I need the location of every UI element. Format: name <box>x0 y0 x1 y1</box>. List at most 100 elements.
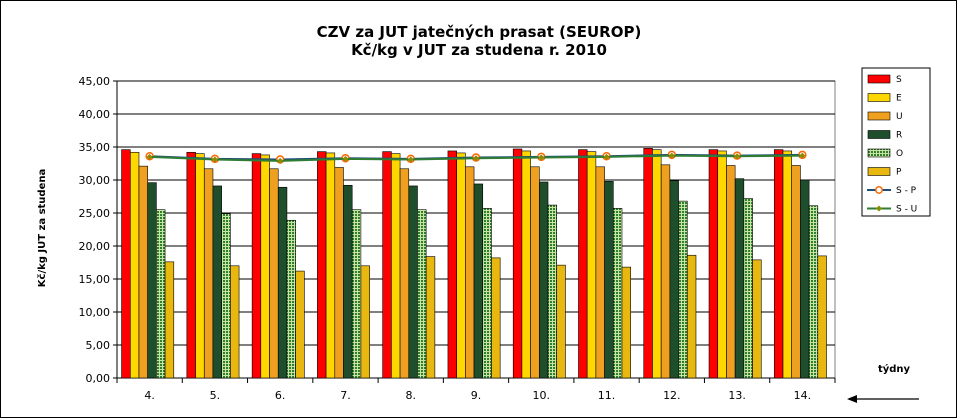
bar-r <box>277 186 288 379</box>
bar-e <box>521 150 531 379</box>
bar-e <box>586 151 597 379</box>
y-tick-label: 25,00 <box>79 207 111 220</box>
x-axis-label: týdny <box>878 363 911 375</box>
bar-e <box>717 150 727 379</box>
plot-area: 0,00 5,00 10,00 15,00 20,00 25,00 30,00 35,00 40… <box>79 75 836 402</box>
bar-p <box>556 264 566 379</box>
bar-u <box>595 166 605 379</box>
bar-s <box>447 150 457 379</box>
point-marker <box>799 152 806 159</box>
bar-u <box>660 164 671 379</box>
bar-r <box>604 181 614 379</box>
point-marker <box>407 156 414 163</box>
bar-s <box>317 151 327 379</box>
y-tick-label: 45,00 <box>79 75 111 88</box>
point-marker <box>211 156 218 163</box>
x-tick-label: 14. <box>794 389 812 402</box>
x-tick-label: 11. <box>598 389 616 402</box>
bar-p <box>164 261 175 379</box>
legend-swatch <box>867 167 891 176</box>
x-axis-arrow <box>847 395 919 403</box>
bar-o <box>286 219 296 379</box>
y-tick-label: 15,00 <box>79 273 111 286</box>
bar-s <box>512 148 523 379</box>
bar-s <box>186 151 196 379</box>
bar-s <box>251 153 262 379</box>
bar-e <box>391 153 401 379</box>
bar-r <box>343 184 353 379</box>
legend-swatch <box>867 111 891 121</box>
bar-e <box>652 149 662 379</box>
legend-label: P <box>896 168 902 178</box>
chart-subtitle: Kč/kg v JUT za studena r. 2010 <box>351 41 607 59</box>
bar-u <box>465 166 475 379</box>
bar-u <box>203 168 214 379</box>
x-tick-label: 9. <box>471 389 482 402</box>
bar-u <box>530 166 540 379</box>
point-marker <box>538 154 545 161</box>
bar-p <box>817 255 827 379</box>
bar-p <box>686 254 697 379</box>
legend-swatch <box>867 74 891 84</box>
bar-p <box>295 270 305 379</box>
bar-s <box>708 149 719 379</box>
bar-u <box>726 165 736 379</box>
bar-o <box>156 209 166 379</box>
bar-p <box>425 256 436 379</box>
x-tick-label: 8. <box>405 389 416 402</box>
y-tick-label: 5,00 <box>86 339 111 352</box>
bar-r <box>669 180 679 379</box>
bar-u <box>399 168 410 379</box>
legend-label: S <box>896 75 902 85</box>
bar-u <box>269 168 279 379</box>
x-tick-label: 10. <box>533 389 551 402</box>
bar-r <box>473 183 484 379</box>
y-tick-label: 30,00 <box>79 174 111 187</box>
y-tick-label: 0,00 <box>86 372 111 385</box>
y-tick-label: 40,00 <box>79 108 111 121</box>
legend: SEUROP S - P S - U <box>861 67 931 217</box>
bar-e <box>456 152 466 379</box>
bar-o <box>612 208 623 379</box>
point-marker <box>342 155 349 162</box>
legend-label: R <box>896 131 902 141</box>
legend-label: E <box>896 94 902 104</box>
x-tick-label: 12. <box>663 389 681 402</box>
legend-label: U <box>896 112 903 122</box>
bar-o <box>678 200 688 379</box>
bar-p <box>491 257 501 379</box>
bar-e <box>129 151 140 379</box>
y-tick-label: 35,00 <box>79 141 111 154</box>
bar-o <box>743 198 753 379</box>
bar-o <box>351 209 362 379</box>
bar-s <box>773 149 784 379</box>
chart-title: CZV za JUT jatečných prasat (SEUROP) <box>317 23 642 41</box>
bar-o <box>547 204 558 379</box>
x-tick-label: 4. <box>144 389 155 402</box>
legend-marker <box>876 205 882 212</box>
legend-label: S - P <box>896 186 917 196</box>
bar-p <box>230 265 240 379</box>
x-tick-label: 7. <box>340 389 351 402</box>
bar-p <box>621 266 631 379</box>
legend-box <box>861 67 931 217</box>
point-marker <box>146 153 153 160</box>
bar-p <box>752 259 762 379</box>
bar-r <box>147 182 157 379</box>
bar-s <box>382 151 392 379</box>
bar-o <box>221 213 231 379</box>
bar-u <box>791 165 801 379</box>
bar-u <box>138 165 148 379</box>
bar-o <box>417 209 427 379</box>
bar-e <box>325 152 336 379</box>
bar-r <box>539 181 549 379</box>
bar-r <box>212 185 222 379</box>
bar-e <box>260 154 270 379</box>
y-tick-label: 10,00 <box>79 306 111 319</box>
point-marker <box>277 157 284 164</box>
bar-p <box>360 265 370 379</box>
bar-o <box>808 205 819 379</box>
point-marker <box>473 155 479 162</box>
